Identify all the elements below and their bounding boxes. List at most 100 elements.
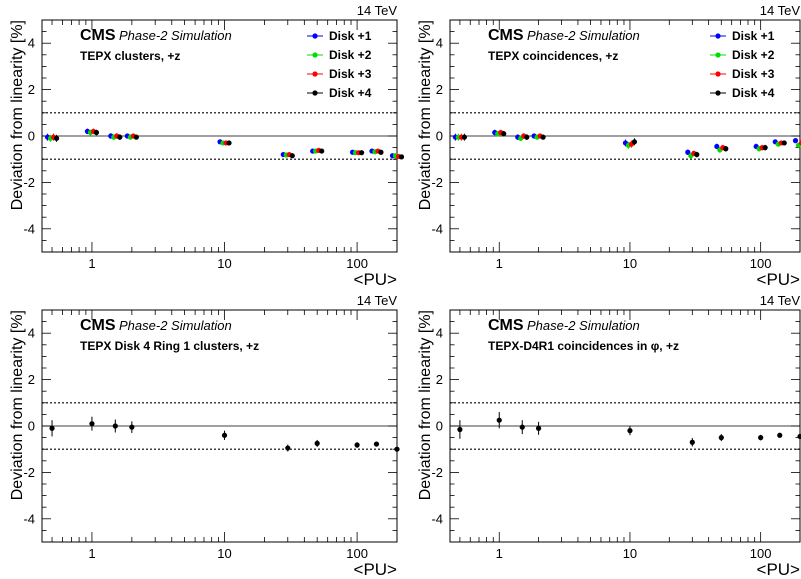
energy-label: 14 TeV <box>760 293 801 308</box>
data-point <box>117 134 123 140</box>
series-4 <box>461 130 787 158</box>
y-tick-label: -2 <box>431 175 443 190</box>
y-tick-label: 4 <box>28 326 35 341</box>
y-axis-title: Deviation from linearity [%] <box>9 20 26 210</box>
status-label: Phase-2 Simulation <box>119 28 232 43</box>
y-tick-label: -4 <box>431 221 443 236</box>
energy-label: 14 TeV <box>357 3 398 18</box>
y-tick-label: 2 <box>28 372 35 387</box>
x-axis-title: <PU> <box>757 560 801 579</box>
data-point <box>354 442 360 448</box>
data-point <box>373 441 380 447</box>
data-point <box>461 134 467 140</box>
data-point <box>394 446 400 452</box>
series-1 <box>457 412 801 447</box>
data-point <box>777 432 783 438</box>
y-tick-label: 2 <box>28 82 35 97</box>
y-tick-label: -2 <box>431 465 443 480</box>
x-tick-label: 100 <box>346 256 368 271</box>
series-1 <box>49 416 400 452</box>
data-point <box>792 138 799 144</box>
chart-panel-3: -4 -2 0 2 4 1 10 100<PU> Deviation from linearit… <box>9 293 400 579</box>
status-label: Phase-2 Simulation <box>527 318 640 333</box>
y-tick-label: 4 <box>436 36 443 51</box>
panel-label: TEPX-D4R1 coincidences in φ, +z <box>488 339 679 353</box>
chart-panel-2: -4 -2 0 2 4 1 10 100<PU> Deviation from linearit… <box>417 3 801 289</box>
data-point <box>398 154 405 160</box>
experiment-label: CMS <box>80 27 116 44</box>
x-axis-title: <PU> <box>757 270 801 289</box>
legend: Disk +1 Disk +2 Disk +3 Disk +4 <box>710 29 775 100</box>
legend-marker <box>715 52 721 58</box>
x-tick-label: 10 <box>217 546 231 561</box>
data-point <box>685 149 691 155</box>
panel-label: TEPX coincidences, +z <box>488 49 618 63</box>
panel-label: TEPX Disk 4 Ring 1 clusters, +z <box>80 339 259 353</box>
series-3 <box>50 128 402 160</box>
y-tick-label: 0 <box>436 129 443 144</box>
experiment-label: CMS <box>488 317 524 334</box>
data-point <box>53 135 60 141</box>
data-point <box>129 424 135 430</box>
experiment-label: CMS <box>80 317 116 334</box>
legend-label: Disk +1 <box>329 29 372 43</box>
series-4 <box>53 129 405 160</box>
data-point <box>93 129 100 136</box>
series-3 <box>458 129 801 157</box>
data-point <box>758 435 764 441</box>
chart-panel-1: -4 -2 0 2 4 1 10 100<PU> Deviation from linearit… <box>9 3 405 289</box>
y-tick-label: 0 <box>436 419 443 434</box>
y-axis-title: Deviation from linearity [%] <box>417 310 434 500</box>
data-point <box>627 428 633 434</box>
data-point <box>112 423 118 429</box>
x-axis-title: <PU> <box>354 560 398 579</box>
data-point <box>540 134 546 140</box>
data-point <box>457 426 463 433</box>
y-tick-label: 0 <box>28 129 35 144</box>
y-tick-label: -4 <box>431 511 443 526</box>
x-tick-label: 10 <box>623 256 637 271</box>
legend-label: Disk +3 <box>732 67 775 81</box>
energy-label: 14 TeV <box>357 293 398 308</box>
data-point <box>314 440 320 446</box>
legend-label: Disk +1 <box>732 29 775 43</box>
x-tick-label: 1 <box>88 546 95 561</box>
data-point <box>501 131 507 137</box>
panel-label: TEPX clusters, +z <box>80 49 180 63</box>
series-2 <box>455 130 801 159</box>
data-point <box>89 421 95 427</box>
data-point <box>226 140 232 146</box>
legend-label: Disk +2 <box>329 48 372 62</box>
data-point <box>378 149 384 155</box>
x-tick-label: 100 <box>750 256 772 271</box>
x-tick-label: 10 <box>623 546 637 561</box>
y-tick-label: 4 <box>28 36 35 51</box>
legend-label: Disk +4 <box>329 86 372 100</box>
data-point <box>319 148 325 154</box>
data-point <box>496 417 502 423</box>
status-label: Phase-2 Simulation <box>119 318 232 333</box>
legend-marker <box>312 33 318 39</box>
y-tick-label: 2 <box>436 82 443 97</box>
legend: Disk +1 Disk +2 Disk +3 Disk +4 <box>307 29 372 100</box>
y-tick-label: -4 <box>23 221 35 236</box>
y-tick-label: -4 <box>23 511 35 526</box>
y-tick-label: 0 <box>28 419 35 434</box>
x-axis-title: <PU> <box>354 270 398 289</box>
data-point <box>689 439 695 445</box>
status-label: Phase-2 Simulation <box>527 28 640 43</box>
energy-label: 14 TeV <box>760 3 801 18</box>
data-point <box>221 432 228 438</box>
y-axis-title: Deviation from linearity [%] <box>9 310 26 500</box>
series-1 <box>452 129 799 156</box>
data-point <box>49 425 55 431</box>
y-tick-label: 4 <box>436 326 443 341</box>
y-tick-label: -2 <box>23 175 35 190</box>
legend-marker <box>312 52 318 58</box>
series-2 <box>47 129 399 159</box>
legend-label: Disk +3 <box>329 67 372 81</box>
data-point <box>718 435 724 441</box>
data-point <box>133 134 139 140</box>
data-point <box>781 140 787 146</box>
